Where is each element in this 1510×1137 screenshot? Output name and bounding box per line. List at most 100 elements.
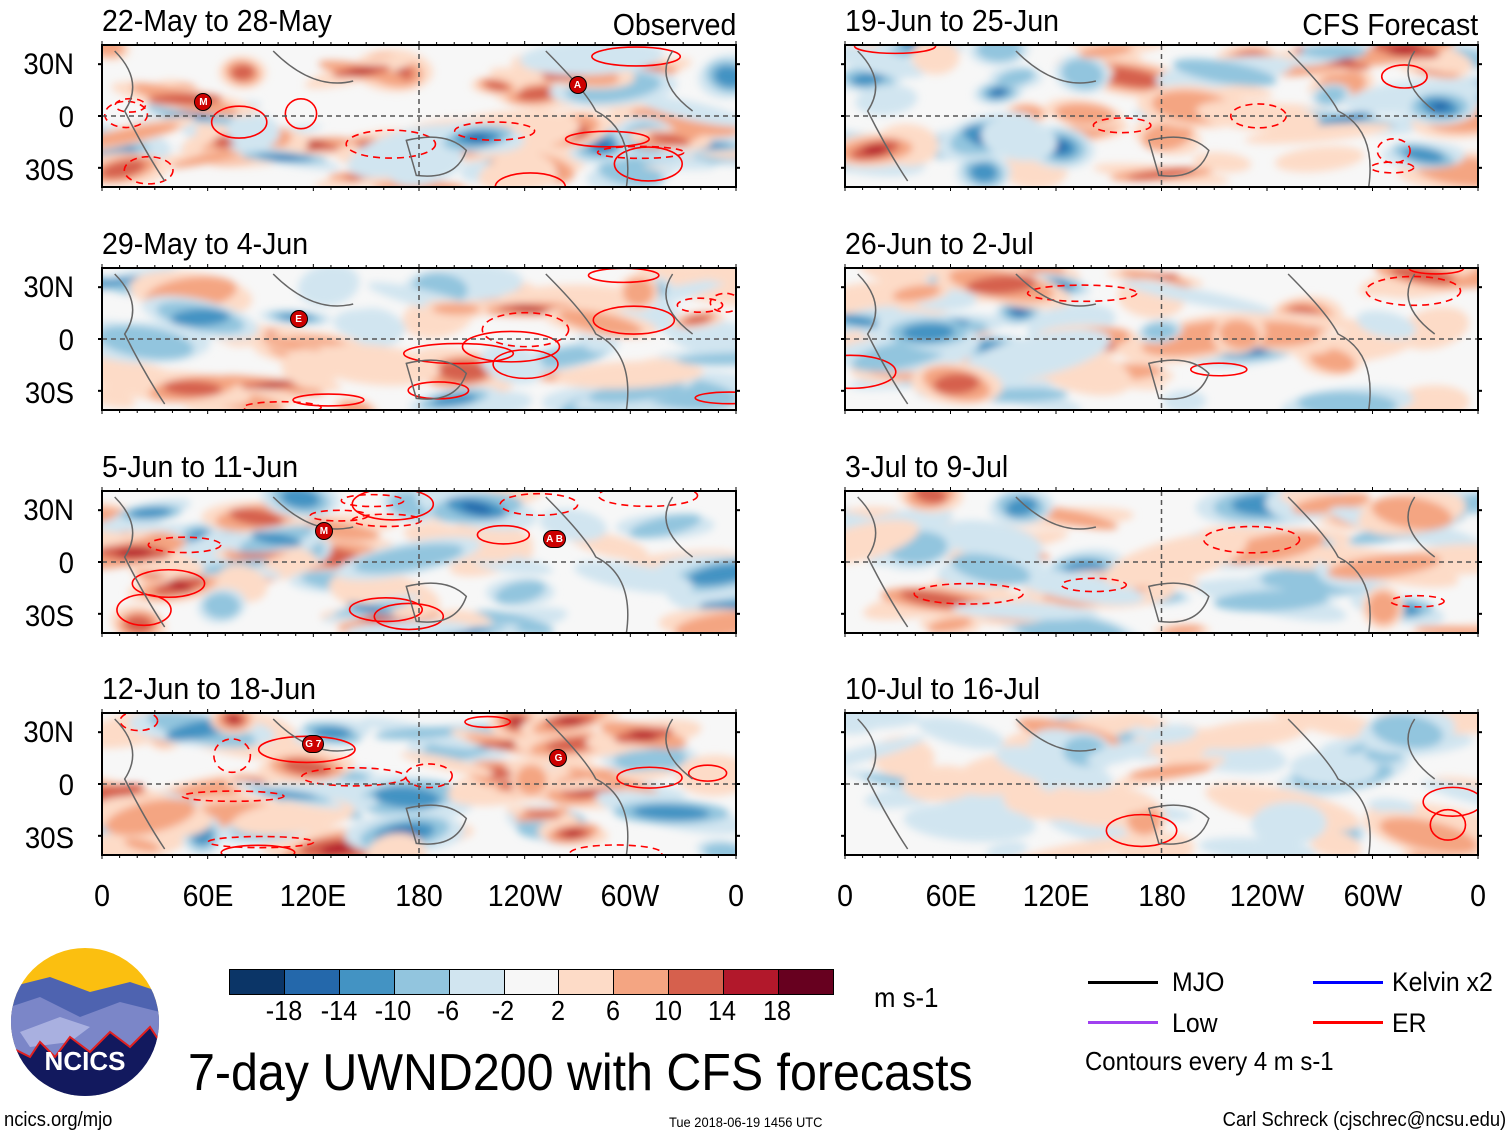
legend-er-label: ER bbox=[1392, 1008, 1427, 1038]
er-contour bbox=[845, 354, 897, 390]
x-tick-label: 60E bbox=[182, 878, 234, 913]
x-tick-label: 0 bbox=[728, 878, 744, 913]
panel-title: 10-Jul to 16-Jul bbox=[845, 671, 1040, 706]
x-tick-label: 120W bbox=[487, 878, 562, 913]
tropical-cyclone-marker: M bbox=[314, 521, 333, 540]
colorbar-swatch bbox=[558, 970, 614, 994]
colorbar-swatch bbox=[778, 970, 833, 994]
x-tick-label: 120E bbox=[1022, 878, 1090, 913]
er-contour bbox=[1202, 525, 1301, 554]
er-contour bbox=[300, 766, 407, 787]
er-contour bbox=[119, 713, 159, 732]
er-contour bbox=[676, 297, 724, 313]
er-contour bbox=[402, 342, 515, 365]
er-contour bbox=[1105, 813, 1178, 848]
x-tick-label: 120E bbox=[280, 878, 347, 913]
anomaly-map bbox=[841, 487, 1482, 637]
x-tick-label: 120W bbox=[1229, 878, 1305, 913]
panel-title: 29-May to 4-Jun bbox=[102, 226, 309, 261]
er-contour bbox=[242, 400, 322, 410]
anomaly-map bbox=[98, 709, 740, 859]
er-contour bbox=[461, 330, 561, 363]
er-contour bbox=[597, 491, 699, 508]
colorbar-units: m s-1 bbox=[874, 982, 939, 1013]
svg-text:NCICS: NCICS bbox=[45, 1046, 126, 1076]
er-contour bbox=[1092, 117, 1152, 134]
er-contour bbox=[694, 391, 736, 405]
y-tick-label: 30S bbox=[24, 377, 74, 410]
er-contour bbox=[404, 763, 453, 789]
main-title: 7-day UWND200 with CFS forecasts bbox=[188, 1044, 973, 1102]
er-contour bbox=[596, 145, 685, 160]
tropical-cyclone-marker: G bbox=[549, 749, 568, 768]
colorbar-swatch bbox=[723, 970, 779, 994]
er-contour bbox=[348, 596, 424, 623]
y-tick-label: 0 bbox=[58, 547, 74, 580]
colorbar-swatch bbox=[338, 970, 394, 994]
er-contour bbox=[213, 738, 252, 774]
tropical-cyclone-marker: G 7 bbox=[302, 735, 325, 754]
er-contour bbox=[564, 130, 650, 148]
colorbar-swatch bbox=[230, 970, 284, 994]
y-tick-label: 30N bbox=[23, 271, 74, 304]
er-contour bbox=[131, 568, 206, 599]
colorbar-tick-label: 6 bbox=[605, 995, 620, 1026]
er-contour bbox=[207, 835, 315, 849]
colorbar-tick-label: 14 bbox=[708, 995, 737, 1026]
y-tick-label: 30N bbox=[23, 494, 74, 527]
colorbar-swatch bbox=[448, 970, 504, 994]
legend-mjo-label: MJO bbox=[1172, 967, 1225, 997]
anomaly-map bbox=[98, 487, 740, 637]
er-contour bbox=[709, 292, 736, 313]
ncics-logo: NCICS bbox=[11, 948, 159, 1096]
y-tick-label: 30N bbox=[23, 716, 74, 749]
footer-author: Carl Schreck (cjschrec@ncsu.edu) bbox=[1222, 1109, 1506, 1131]
er-contour bbox=[210, 105, 268, 139]
er-contour bbox=[1389, 594, 1445, 608]
er-contour bbox=[1422, 786, 1478, 817]
colorbar-tick-label: -2 bbox=[491, 995, 515, 1026]
colorbar-tick-label: -14 bbox=[320, 995, 357, 1026]
x-tick-label: 0 bbox=[1470, 878, 1486, 913]
y-tick-label: 0 bbox=[58, 101, 74, 134]
er-contour bbox=[616, 766, 683, 789]
x-tick-label: 0 bbox=[837, 878, 853, 913]
colorbar-swatch bbox=[393, 970, 449, 994]
er-contour bbox=[592, 305, 676, 335]
er-contour bbox=[351, 491, 435, 521]
er-contour bbox=[476, 524, 531, 545]
footer-url[interactable]: ncics.org/mjo bbox=[4, 1109, 113, 1131]
er-contour bbox=[345, 129, 437, 159]
legend-low-line bbox=[1088, 1021, 1158, 1024]
er-contour bbox=[613, 146, 684, 182]
anomaly-map bbox=[841, 709, 1482, 859]
er-contour bbox=[181, 790, 285, 803]
tropical-cyclone-marker: A bbox=[568, 75, 587, 94]
footer-timestamp: Tue 2018-06-19 1456 UTC bbox=[669, 1114, 823, 1130]
er-contour bbox=[309, 509, 369, 522]
er-contour bbox=[1060, 577, 1128, 593]
er-contour bbox=[1376, 137, 1411, 164]
er-contour bbox=[220, 844, 296, 855]
colorbar-tick-label: -6 bbox=[437, 995, 460, 1026]
er-contour bbox=[499, 492, 579, 517]
panel-title: 3-Jul to 9-Jul bbox=[845, 449, 1009, 484]
x-tick-label: 60W bbox=[1343, 878, 1402, 913]
er-contour bbox=[104, 100, 149, 129]
er-contour bbox=[464, 715, 512, 729]
y-tick-label: 0 bbox=[58, 769, 74, 802]
colorbar-tick-label: 10 bbox=[653, 995, 682, 1026]
er-contour bbox=[481, 311, 570, 348]
y-tick-label: 30S bbox=[24, 822, 74, 855]
colorbar-tick-label: 2 bbox=[550, 995, 565, 1026]
panel-source-label: CFS Forecast bbox=[1302, 7, 1478, 42]
y-tick-label: 30S bbox=[24, 600, 74, 633]
y-tick-label: 0 bbox=[58, 324, 74, 357]
legend-mjo-line bbox=[1088, 981, 1158, 984]
x-tick-label: 180 bbox=[395, 878, 443, 913]
er-contour bbox=[1189, 362, 1248, 377]
tropical-cyclone-marker: M bbox=[194, 92, 213, 111]
anomaly-map bbox=[841, 264, 1482, 414]
anomaly-map bbox=[841, 41, 1482, 191]
contours-note: Contours every 4 m s-1 bbox=[1085, 1046, 1334, 1076]
